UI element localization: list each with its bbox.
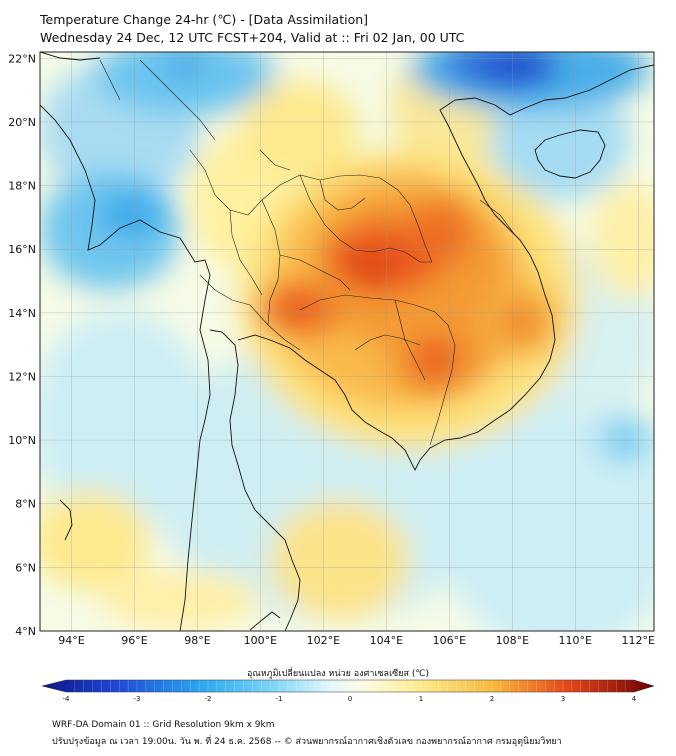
map-title: Temperature Change 24-hr (℃) - [Data Ass… [40,12,369,27]
coastlines [40,52,654,631]
lat-tick-label: 16°N [8,243,36,256]
colorbar-tick-label: -2 [205,695,212,703]
lat-axis: 22°N 20°N 18°N 16°N 14°N 12°N 10°N 8°N 6°N 4°N [8,52,36,638]
colorbar-tick-label: -3 [134,695,141,703]
colorbar-tick-label: 3 [561,695,565,703]
footer-credit: ปรับปรุงข้อมูล ณ เวลา 19:00น. วัน พ. ที่… [52,737,562,747]
map-frame [39,51,655,632]
lon-tick-label: 94°E [58,634,84,647]
lat-tick-label: 22°N [8,52,36,65]
lat-tick-label: 4°N [15,625,36,638]
map-subtitle: Wednesday 24 Dec, 12 UTC FCST+204, Valid… [40,30,465,45]
colorbar-tick-label: 1 [419,695,423,703]
lat-tick-label: 18°N [8,180,36,193]
lon-tick-label: 110°E [559,634,592,647]
colorbar-tick-label: -4 [63,695,71,703]
footer-model-info: WRF-DA Domain 01 :: Grid Resolution 9km … [52,720,275,730]
lat-tick-label: 20°N [8,116,36,129]
lon-tick-label: 106°E [433,634,466,647]
lon-axis: 94°E 96°E 98°E 100°E 102°E 104°E 106°E 108°E 110… [58,634,655,647]
colorbar-tick-label: 4 [632,695,637,703]
lon-tick-label: 104°E [370,634,403,647]
lon-tick-label: 108°E [496,634,529,647]
lon-tick-label: 100°E [244,634,277,647]
colorbar-tick-label: 2 [490,695,494,703]
colorbar-tick-label: -1 [276,695,283,703]
colorbar: -4 -3 -2 -1 0 1 2 3 4 [41,679,655,703]
lat-tick-label: 12°N [8,370,36,383]
lat-tick-label: 10°N [8,434,36,447]
colorbar-title: อุณหภูมิเปลี่ยนแปลง หน่วย องศาเซลเซียส (… [246,669,430,679]
lat-tick-label: 14°N [8,307,36,320]
lat-tick-label: 6°N [15,561,36,574]
lat-tick-label: 8°N [15,498,36,511]
temperature-field [40,52,654,631]
colorbar-tick-label: 0 [348,695,352,703]
lon-tick-label: 102°E [307,634,340,647]
lon-tick-label: 112°E [622,634,655,647]
lon-tick-label: 98°E [184,634,210,647]
borders [99,59,516,446]
lon-tick-label: 96°E [121,634,147,647]
